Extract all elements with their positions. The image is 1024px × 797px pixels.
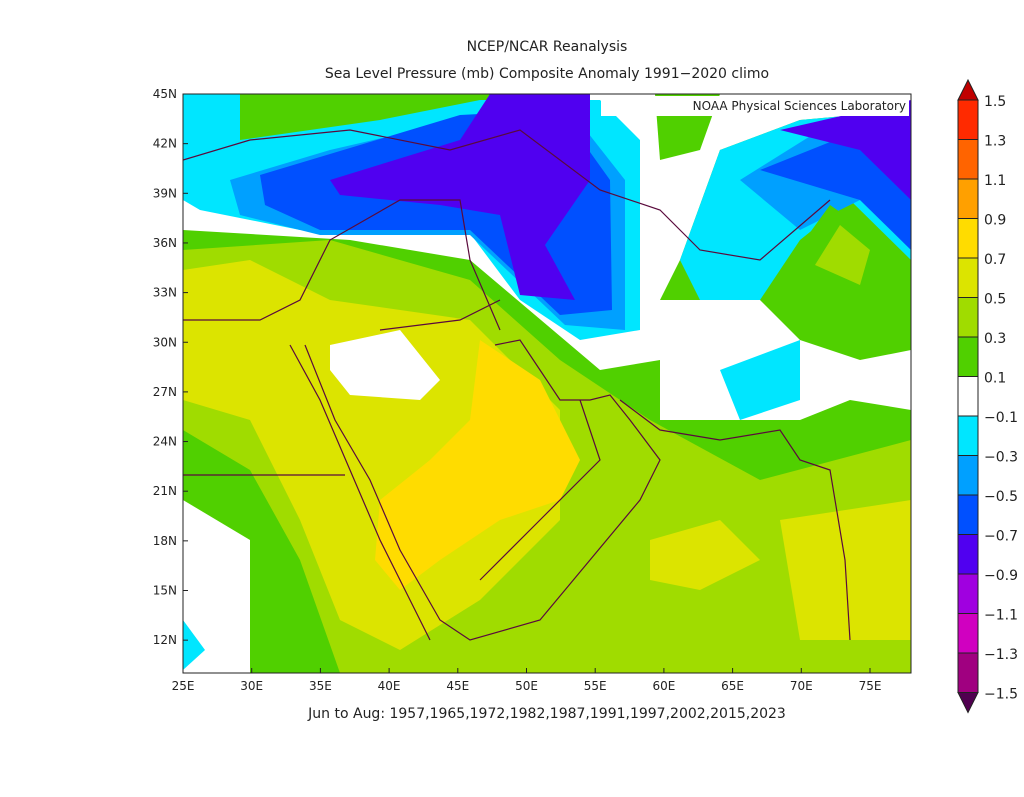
colorbar-label: 1.5 (984, 94, 1006, 110)
title: NCEP/NCAR Reanalysis (467, 39, 628, 55)
colorbar-label: 1.1 (984, 173, 1006, 189)
lat-label: 18N (153, 534, 177, 548)
colorbar-label: 0.7 (984, 252, 1006, 268)
colorbar-under (957, 692, 979, 714)
lon-label: 65E (721, 679, 744, 693)
lat-label: 36N (153, 236, 177, 250)
lat-label: 12N (153, 633, 177, 647)
lon-label: 55E (584, 679, 607, 693)
colorbar-label: −0.1 (984, 410, 1018, 426)
colorbar-label: 0.5 (984, 292, 1006, 308)
colorbar-label: 0.3 (984, 331, 1006, 347)
lat-label: 15N (153, 584, 177, 598)
colorbar-label: 0.9 (984, 213, 1006, 229)
lon-label: 35E (309, 679, 332, 693)
colorbar-label: 1.3 (984, 134, 1006, 150)
colorbar-label: −1.5 (984, 687, 1018, 703)
colorbar-label: 0.1 (984, 371, 1006, 387)
colorbar-cell (957, 139, 979, 180)
lon-label: 60E (652, 679, 675, 693)
colorbar-cell (957, 218, 979, 259)
lat-label: 45N (153, 87, 177, 101)
colorbar-cell (957, 336, 979, 377)
colorbar-cell (957, 494, 979, 535)
colorbar-label: −0.3 (984, 450, 1018, 466)
lat-label: 27N (153, 385, 177, 399)
colorbar-label: −0.7 (984, 529, 1018, 545)
colorbar-cell (957, 178, 979, 219)
lon-label: 50E (515, 679, 538, 693)
colorbar-cell (957, 415, 979, 456)
credit-box (601, 96, 909, 116)
colorbar-label: −1.3 (984, 647, 1018, 663)
colorbar-label: −1.1 (984, 608, 1018, 624)
colorbar: 1.5 1.3 1.1 0.9 0.7 0.5 0.3 0.1 −0.1 −0.3 −0.5 −0.7… (957, 78, 1018, 714)
footer: Jun to Aug: 1957,1965,1972,1982,1987,199… (307, 706, 786, 722)
lon-label: 70E (790, 679, 813, 693)
colorbar-cell (957, 652, 979, 693)
colorbar-cell (957, 573, 979, 614)
colorbar-cell (957, 99, 979, 140)
subtitle: Sea Level Pressure (mb) Composite Anomal… (325, 66, 769, 82)
colorbar-cell (957, 534, 979, 575)
anomaly-map (183, 94, 911, 673)
colorbar-cell (957, 455, 979, 496)
colorbar-label: −0.9 (984, 568, 1018, 584)
lon-label: 30E (240, 679, 263, 693)
credit: NOAA Physical Sciences Laboratory (693, 99, 906, 113)
colorbar-cell (957, 297, 979, 338)
lat-label: 42N (153, 137, 177, 151)
map-frame (182, 93, 912, 674)
lon-label: 25E (172, 679, 195, 693)
colorbar-over (957, 78, 979, 101)
lat-label: 39N (153, 186, 177, 200)
axes: 45N 42N 39N 36N 33N 30N 27N 24N 21N 18N 15N 12N 25E 3… (153, 87, 882, 693)
colorbar-cell (957, 257, 979, 298)
lat-label: 33N (153, 286, 177, 300)
lat-label: 21N (153, 484, 177, 498)
lat-label: 30N (153, 335, 177, 349)
colorbar-label: −0.5 (984, 489, 1018, 505)
lon-label: 45E (446, 679, 469, 693)
colorbar-cell (957, 613, 979, 654)
lat-label: 24N (153, 435, 177, 449)
lon-label: 75E (859, 679, 882, 693)
colorbar-cell (957, 376, 979, 417)
lon-label: 40E (378, 679, 401, 693)
